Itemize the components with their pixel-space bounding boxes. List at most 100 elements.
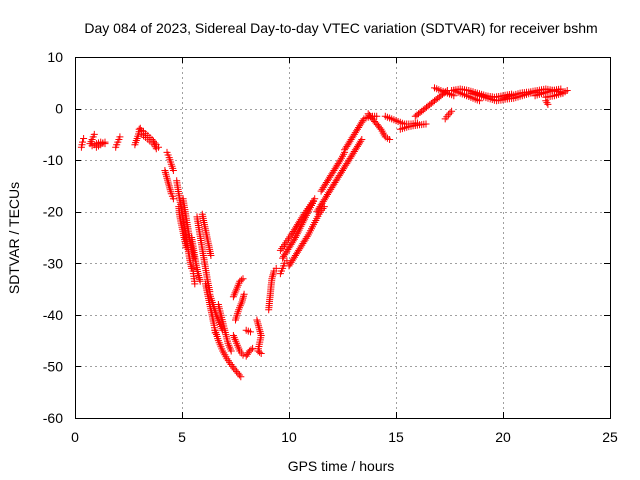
data-point bbox=[169, 167, 177, 174]
data-point bbox=[544, 100, 552, 108]
data-point bbox=[543, 99, 551, 107]
data-point bbox=[358, 136, 366, 143]
data-point bbox=[191, 280, 199, 288]
x-tick-label: 5 bbox=[178, 429, 186, 445]
data-point bbox=[303, 233, 311, 241]
data-point bbox=[237, 373, 245, 381]
data-series bbox=[276, 257, 291, 278]
y-axis-label: SDTVAR / TECUs bbox=[6, 182, 22, 294]
data-point bbox=[226, 343, 234, 351]
y-tick-label: -20 bbox=[43, 204, 63, 220]
data-point bbox=[298, 221, 306, 229]
plot-frame bbox=[75, 57, 611, 419]
data-point bbox=[240, 290, 248, 298]
data-series bbox=[163, 148, 177, 174]
data-series bbox=[211, 326, 245, 381]
data-point bbox=[300, 217, 308, 225]
data-point bbox=[335, 158, 343, 166]
y-tick-label: 0 bbox=[55, 101, 63, 117]
data-point bbox=[207, 252, 215, 259]
data-point bbox=[237, 276, 245, 284]
data-point bbox=[444, 111, 452, 119]
data-point bbox=[256, 348, 264, 356]
y-tick-label: -10 bbox=[43, 152, 63, 168]
data-point bbox=[79, 138, 86, 146]
data-point bbox=[422, 120, 430, 128]
data-point bbox=[230, 364, 238, 372]
x-tick-label: 10 bbox=[281, 429, 297, 445]
grid bbox=[75, 57, 610, 418]
data-series bbox=[542, 97, 552, 108]
y-tick-label: -30 bbox=[43, 255, 63, 271]
data-point bbox=[310, 197, 318, 205]
x-tick-label: 0 bbox=[71, 429, 79, 445]
x-tick-label: 25 bbox=[602, 429, 618, 445]
data-point bbox=[169, 195, 177, 203]
data-point bbox=[239, 351, 247, 359]
data-point bbox=[101, 138, 109, 146]
data-point bbox=[291, 234, 299, 241]
data-series bbox=[137, 130, 160, 153]
data-series bbox=[229, 332, 257, 360]
data-series bbox=[232, 290, 248, 324]
data-point bbox=[239, 275, 247, 283]
data-point bbox=[247, 346, 255, 354]
data-series bbox=[242, 326, 254, 336]
data-point bbox=[542, 97, 550, 105]
x-tick-label: 20 bbox=[495, 429, 511, 445]
data-series bbox=[441, 107, 456, 123]
data-point bbox=[257, 350, 265, 357]
data-point bbox=[386, 136, 394, 143]
data-point bbox=[357, 137, 365, 145]
data-series bbox=[364, 110, 394, 143]
data-point bbox=[90, 130, 98, 138]
data-series bbox=[317, 148, 349, 195]
data-point bbox=[165, 180, 173, 188]
data-series bbox=[188, 234, 204, 285]
data-point bbox=[152, 145, 160, 153]
data-point bbox=[116, 133, 124, 141]
y-tick-label: 10 bbox=[47, 49, 63, 65]
data-point bbox=[235, 371, 243, 379]
data-series bbox=[92, 138, 109, 151]
data-point bbox=[302, 213, 309, 221]
chart-title: Day 084 of 2023, Sidereal Day-to-day VTE… bbox=[84, 20, 597, 36]
data-series bbox=[253, 316, 265, 357]
data-series bbox=[214, 301, 235, 355]
data-series bbox=[193, 213, 214, 296]
data-series bbox=[173, 177, 196, 272]
data-series bbox=[279, 197, 318, 262]
data-series bbox=[131, 124, 144, 149]
data-points bbox=[77, 84, 571, 381]
data-point bbox=[563, 87, 571, 94]
data-point bbox=[163, 174, 171, 182]
data-series bbox=[396, 120, 430, 133]
data-point bbox=[448, 107, 456, 115]
data-point bbox=[247, 328, 254, 336]
x-tick-label: 15 bbox=[388, 429, 404, 445]
data-series bbox=[313, 136, 366, 216]
y-tick-label: -40 bbox=[43, 307, 63, 323]
data-point bbox=[373, 112, 381, 120]
data-series bbox=[542, 87, 571, 101]
data-series bbox=[189, 264, 199, 288]
y-tick-label: -60 bbox=[43, 410, 63, 426]
data-series bbox=[161, 167, 177, 203]
data-point bbox=[293, 230, 301, 238]
y-tick-label: -50 bbox=[43, 358, 63, 374]
data-series bbox=[411, 87, 451, 120]
data-series bbox=[431, 84, 458, 100]
data-point bbox=[231, 366, 239, 374]
data-point bbox=[297, 222, 305, 230]
data-series bbox=[229, 275, 247, 301]
data-series bbox=[265, 264, 280, 314]
axis-ticks: 0 5 10 15 20 25 -60 -50 -40 -30 -20 -10 0 10 bbox=[43, 49, 618, 445]
data-point bbox=[302, 211, 310, 219]
data-series bbox=[198, 210, 215, 259]
data-series bbox=[112, 133, 124, 151]
data-point bbox=[80, 135, 88, 142]
data-point bbox=[227, 347, 235, 355]
data-point bbox=[295, 226, 303, 234]
data-point bbox=[446, 109, 454, 117]
